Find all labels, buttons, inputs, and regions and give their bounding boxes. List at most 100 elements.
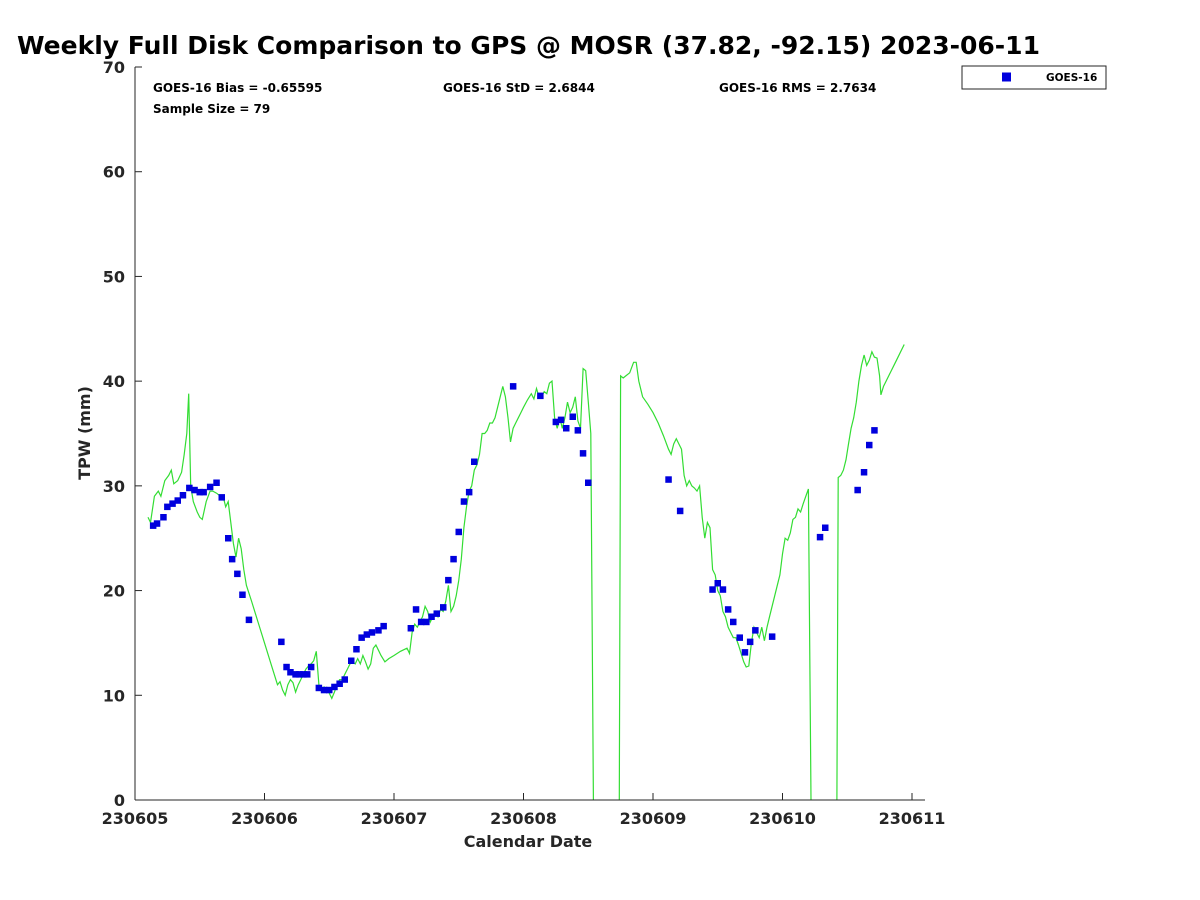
goes16-point — [433, 610, 440, 617]
goes16-point — [368, 629, 376, 636]
goes16-point — [552, 418, 560, 426]
goes16-point — [363, 631, 371, 638]
goes16-point — [569, 413, 576, 420]
goes16-point — [300, 671, 307, 678]
goes16-point — [278, 638, 285, 646]
goes16-point — [153, 520, 161, 527]
goes16-point — [307, 663, 315, 671]
goes16-point — [304, 671, 311, 678]
goes16-point — [331, 683, 338, 691]
goes16-point — [585, 479, 592, 486]
goes16-point — [746, 638, 754, 646]
x-tick-label: 230609 — [620, 809, 687, 828]
y-tick-label: 30 — [103, 477, 125, 496]
goes16-point — [341, 676, 348, 683]
goes16-point — [174, 497, 181, 504]
goes16-point — [730, 618, 737, 626]
goes16-point — [579, 450, 587, 457]
gps-line-layer — [147, 344, 905, 801]
gps-line-segment-1 — [618, 361, 812, 801]
goes16-point — [407, 625, 415, 632]
goes16-point — [228, 555, 236, 563]
goes16-point — [860, 469, 868, 476]
goes16-point — [768, 633, 776, 640]
goes16-point — [423, 618, 430, 626]
goes16-point — [709, 586, 716, 593]
goes16-point — [283, 663, 290, 671]
stat-rms: GOES-16 RMS = 2.7634 — [719, 81, 876, 95]
goes16-point — [348, 657, 355, 664]
goes16-point — [724, 606, 732, 613]
goes16-point — [245, 616, 253, 624]
x-tick-label: 230611 — [879, 809, 946, 828]
goes16-point — [169, 500, 176, 507]
legend-label-goes16: GOES-16 — [1046, 72, 1097, 84]
goes16-point — [465, 488, 473, 496]
plot-background — [135, 67, 925, 800]
y-axis-label: TPW (mm) — [75, 386, 94, 480]
goes16-point — [358, 634, 365, 641]
x-axis-label: Calendar Date — [464, 832, 593, 851]
goes16-marker-layer — [149, 383, 878, 694]
x-tick-label: 230610 — [749, 809, 816, 828]
x-tick-label: 230607 — [361, 809, 428, 828]
legend-marker-goes16 — [1002, 72, 1011, 82]
x-tick-label: 230606 — [231, 809, 298, 828]
goes16-point — [164, 503, 171, 511]
goes16-point — [417, 618, 425, 626]
goes16-point — [336, 680, 343, 687]
y-tick-label: 70 — [103, 58, 125, 77]
goes16-point — [292, 671, 299, 678]
goes16-point — [206, 483, 214, 491]
goes16-point — [563, 425, 570, 432]
goes16-point — [714, 580, 721, 587]
chart-title: Weekly Full Disk Comparison to GPS @ MOS… — [17, 31, 1040, 60]
goes16-point — [854, 486, 861, 494]
goes16-point — [412, 606, 420, 613]
stat-bias: GOES-16 Bias = -0.65595 — [153, 81, 322, 95]
goes16-point — [736, 634, 743, 641]
goes16-point — [196, 488, 203, 496]
goes16-point — [665, 476, 672, 483]
gps-line-segment-0 — [147, 367, 595, 801]
goes16-point — [676, 507, 684, 515]
y-tick-label: 60 — [103, 163, 125, 182]
goes16-point — [752, 627, 759, 634]
goes16-point — [315, 684, 323, 692]
goes16-point — [719, 586, 727, 593]
goes16-point — [320, 686, 328, 694]
goes16-point — [574, 427, 582, 434]
goes16-point — [179, 492, 187, 499]
x-ticks: 230605 230606 230607 230608 230609 230610 2306… — [102, 793, 946, 828]
goes16-point — [460, 498, 468, 505]
goes16-point — [225, 535, 232, 542]
goes16-point — [557, 416, 565, 424]
y-tick-label: 40 — [103, 372, 125, 391]
y-tick-label: 10 — [103, 686, 125, 705]
goes16-point — [296, 671, 303, 678]
goes16-point — [471, 458, 478, 465]
gps-line-segment-2 — [836, 344, 905, 801]
goes16-point — [871, 427, 878, 434]
plot-area: 230605 230606 230607 230608 230609 230610 2306… — [102, 58, 946, 828]
goes16-point — [741, 649, 749, 656]
goes16-point — [455, 528, 462, 536]
x-tick-label: 230608 — [490, 809, 557, 828]
goes16-point — [326, 686, 333, 694]
goes16-point — [353, 646, 360, 653]
stat-sample-size: Sample Size = 79 — [153, 102, 270, 116]
goes16-point — [191, 486, 198, 494]
y-tick-label: 0 — [114, 791, 125, 810]
goes16-point — [200, 488, 207, 496]
goes16-point — [428, 613, 435, 620]
goes16-point — [234, 570, 241, 578]
legend: GOES-16 — [961, 65, 1107, 90]
x-tick-label: 230605 — [102, 809, 169, 828]
goes16-point — [509, 383, 517, 390]
goes16-point — [440, 604, 447, 611]
y-ticks: 0 10 20 30 40 50 60 70 — [103, 58, 142, 810]
y-tick-label: 50 — [103, 267, 125, 286]
goes16-point — [186, 484, 193, 492]
goes16-point — [213, 479, 220, 486]
